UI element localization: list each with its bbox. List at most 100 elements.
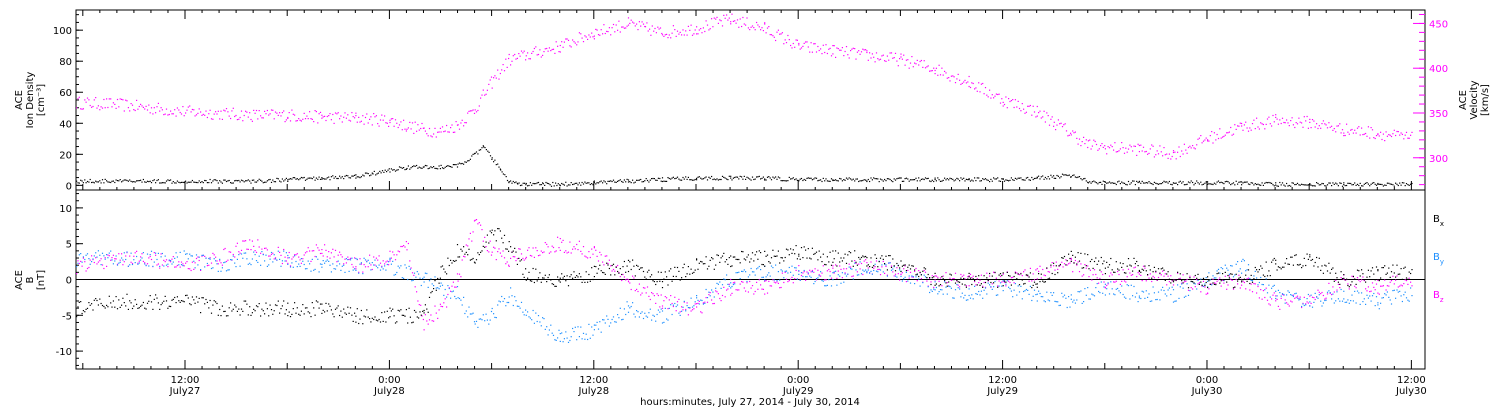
density-point	[599, 181, 601, 183]
bx-point	[157, 302, 159, 304]
velocity-point	[835, 56, 837, 58]
velocity-point	[1389, 134, 1391, 136]
bz-point	[198, 259, 200, 262]
velocity-point	[227, 111, 229, 113]
by-point	[1264, 289, 1266, 291]
bx-point	[1036, 283, 1038, 285]
bz-point	[961, 275, 963, 277]
by-point	[1088, 298, 1090, 300]
density-point	[126, 179, 128, 182]
velocity-point	[554, 52, 556, 54]
velocity-point	[614, 31, 616, 33]
bx-point	[242, 310, 244, 312]
by-point	[208, 257, 210, 260]
velocity-point	[657, 26, 659, 28]
by-point	[121, 257, 123, 259]
density-point	[1118, 180, 1120, 182]
bz-point	[285, 260, 287, 262]
density-point	[946, 178, 948, 180]
bx-point	[448, 264, 450, 267]
density-point	[1307, 184, 1309, 186]
by-point	[1335, 300, 1337, 302]
bx-point	[768, 261, 770, 263]
density-point	[101, 179, 104, 181]
bz-point	[1411, 285, 1413, 287]
by-point	[1329, 292, 1331, 294]
bz-point	[295, 254, 297, 256]
velocity-point	[971, 82, 973, 84]
density-point	[444, 166, 446, 168]
bx-point	[108, 295, 110, 297]
bz-point	[1254, 283, 1256, 285]
density-point	[1343, 182, 1345, 184]
bx-point	[352, 320, 354, 322]
bz-point	[1377, 292, 1379, 294]
velocity-point	[937, 74, 939, 76]
by-point	[313, 269, 315, 271]
density-point	[1127, 180, 1130, 183]
velocity-point	[542, 54, 544, 56]
bx-point	[606, 262, 608, 264]
bz-point	[455, 286, 457, 288]
bz-point	[1084, 264, 1086, 266]
velocity-point	[1281, 117, 1284, 119]
velocity-point	[1126, 151, 1128, 153]
bx-point	[860, 256, 863, 259]
density-point	[491, 158, 493, 160]
bz-point	[80, 260, 82, 262]
bx-point	[892, 258, 894, 260]
bz-point	[807, 273, 809, 275]
by-point	[1251, 280, 1254, 282]
density-point	[1333, 183, 1335, 185]
density-point	[1395, 182, 1397, 184]
density-point	[956, 177, 958, 179]
velocity-point	[1374, 137, 1376, 140]
velocity-point	[843, 55, 845, 57]
bz-point	[219, 260, 221, 262]
by-point	[268, 264, 270, 266]
by-point	[422, 277, 424, 280]
bx-point	[686, 273, 688, 275]
density-point	[180, 181, 183, 183]
by-point	[1002, 280, 1004, 282]
velocity-point	[161, 109, 163, 111]
by-point	[739, 278, 741, 280]
velocity-point	[502, 64, 504, 66]
density-point	[1242, 182, 1244, 184]
bz-point	[140, 256, 142, 258]
density-point	[272, 179, 274, 181]
bz-point	[1369, 291, 1371, 293]
bx-point	[995, 278, 997, 281]
velocity-point	[421, 122, 423, 125]
velocity-point	[125, 99, 127, 101]
velocity-point	[780, 33, 782, 35]
bx-point	[122, 297, 124, 299]
velocity-point	[1043, 110, 1045, 112]
bz-point	[475, 219, 478, 221]
density-point	[439, 168, 441, 170]
bx-point	[535, 268, 537, 270]
density-point	[1400, 184, 1402, 186]
by-point	[389, 257, 391, 259]
by-point	[467, 316, 469, 318]
bz-point	[645, 292, 647, 294]
by-point	[1033, 289, 1036, 291]
density-point	[535, 183, 537, 185]
bz-point	[325, 249, 327, 251]
bx-point	[291, 313, 293, 315]
bz-point	[670, 295, 672, 297]
by-point	[555, 339, 557, 341]
velocity-point	[595, 28, 597, 30]
bz-point	[146, 263, 149, 265]
bx-point	[268, 315, 270, 317]
bz-point	[1313, 297, 1315, 299]
by-point	[125, 258, 127, 261]
by-point	[1393, 289, 1395, 291]
velocity-point	[1226, 132, 1228, 134]
by-point	[369, 262, 371, 264]
velocity-point	[123, 110, 125, 112]
velocity-point	[1385, 131, 1387, 133]
by-point	[933, 288, 935, 290]
bx-point	[715, 264, 717, 266]
density-point	[489, 155, 492, 157]
